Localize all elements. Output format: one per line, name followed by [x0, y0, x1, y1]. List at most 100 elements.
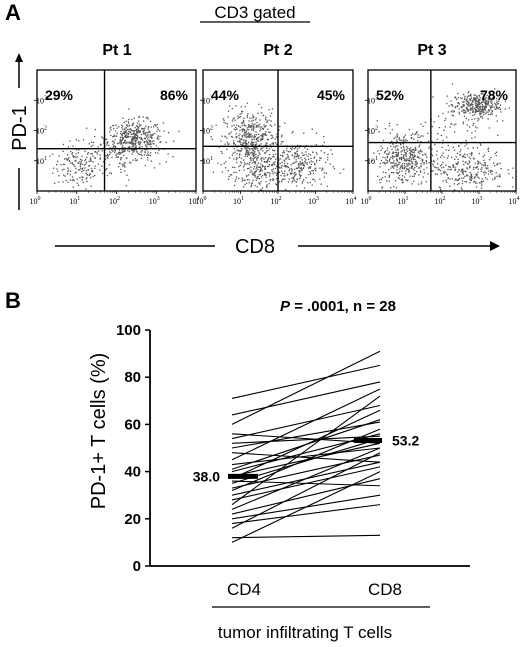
flow-dot: [241, 148, 243, 150]
flow-dot: [124, 134, 127, 137]
flow-dot: [486, 102, 488, 105]
flow-dot: [397, 145, 399, 147]
flow-dot: [259, 126, 261, 128]
flow-dot: [389, 159, 391, 161]
flow-dot: [240, 150, 243, 152]
flow-dot: [327, 156, 329, 158]
flow-dot: [422, 176, 424, 178]
flow-dot: [508, 173, 510, 175]
flow-dot: [321, 167, 323, 169]
flow-dot: [252, 172, 254, 174]
flow-dot: [280, 174, 282, 177]
flow-dot: [474, 113, 476, 116]
flow-dot: [138, 153, 141, 156]
flow-dot: [493, 106, 495, 108]
flow-dot: [405, 154, 407, 156]
flow-dot: [417, 183, 420, 185]
flow-dot: [272, 163, 274, 166]
flow-dot: [134, 134, 136, 136]
flow-dot: [419, 167, 421, 169]
flow-dot: [238, 156, 240, 158]
flow-dot: [138, 120, 140, 122]
flow-dot: [307, 182, 309, 184]
flow-dot: [74, 155, 76, 158]
flow-dot: [128, 146, 131, 148]
flow-dot: [457, 171, 459, 173]
flow-dot: [89, 158, 92, 160]
flow-dot: [228, 143, 230, 145]
flow-dot: [457, 105, 459, 107]
flow-dot: [254, 148, 257, 150]
flow-dot: [109, 147, 112, 149]
flow-dot: [243, 117, 245, 119]
flow-dot: [258, 178, 261, 180]
flow-dot: [287, 166, 290, 169]
flow-dot: [255, 143, 258, 145]
flow-dot: [305, 144, 308, 147]
flow-dot: [472, 104, 474, 106]
flow-dot: [137, 135, 139, 137]
flow-dot: [416, 162, 418, 164]
flow-dot: [128, 128, 130, 131]
flow-dot: [223, 121, 225, 123]
flow-dot: [394, 165, 396, 167]
flow-dot: [468, 126, 471, 128]
flow-dot: [477, 160, 479, 162]
flow-dot: [460, 187, 462, 189]
flow-dot: [438, 168, 440, 171]
flow-dot: [232, 136, 234, 138]
flow-dot: [254, 163, 256, 165]
flow-dot: [476, 110, 479, 112]
flow-dot: [124, 149, 126, 151]
flow-dot: [139, 125, 141, 127]
flow-dot: [149, 140, 151, 142]
flow-dot: [270, 157, 272, 159]
flow-dot: [281, 165, 283, 167]
flow-dot: [292, 180, 294, 182]
flow-dot: [248, 163, 250, 166]
flow-dot: [122, 151, 124, 153]
flow-dot: [494, 104, 497, 106]
flow-dot: [401, 175, 404, 177]
flow-dot: [160, 141, 162, 143]
x-tick-base: 10: [271, 197, 279, 206]
flow-dot: [279, 154, 282, 156]
flow-dot: [463, 170, 465, 172]
flow-dot: [303, 132, 305, 134]
flow-dot: [250, 143, 252, 145]
flow-dot: [380, 178, 382, 180]
flow-dot: [57, 160, 59, 162]
flow-dot: [311, 128, 313, 130]
flow-dot: [248, 153, 250, 156]
flow-dot: [257, 177, 259, 180]
flow-dot: [280, 143, 282, 145]
flow-dot: [291, 181, 293, 183]
flow-dot: [454, 158, 456, 160]
flow-dot: [478, 110, 480, 112]
flow-dot: [80, 161, 82, 163]
flow-dot: [272, 168, 274, 170]
flow-dot: [153, 126, 155, 128]
x-tick-exp: 3: [316, 196, 319, 202]
flow-dot: [432, 170, 434, 172]
flow-dot: [130, 142, 133, 144]
flow-dot: [296, 150, 298, 153]
flow-dot: [144, 144, 147, 146]
flow-dot: [259, 119, 261, 121]
flow-dot: [136, 159, 138, 161]
x-tick-exp: 0: [38, 196, 41, 202]
flow-dot: [128, 118, 130, 121]
flow-dot: [458, 182, 460, 185]
flow-dot: [296, 167, 298, 169]
flow-dot: [488, 99, 490, 101]
flow-dot: [71, 179, 73, 182]
flow-dot: [245, 142, 247, 145]
flow-dot: [287, 151, 290, 153]
flow-dot: [276, 166, 278, 168]
flow-dot: [299, 175, 301, 177]
x-tick-base: 10: [149, 197, 157, 206]
flow-dot: [393, 172, 395, 174]
flow-dot: [233, 142, 235, 144]
x-tick-base: 10: [361, 197, 369, 206]
